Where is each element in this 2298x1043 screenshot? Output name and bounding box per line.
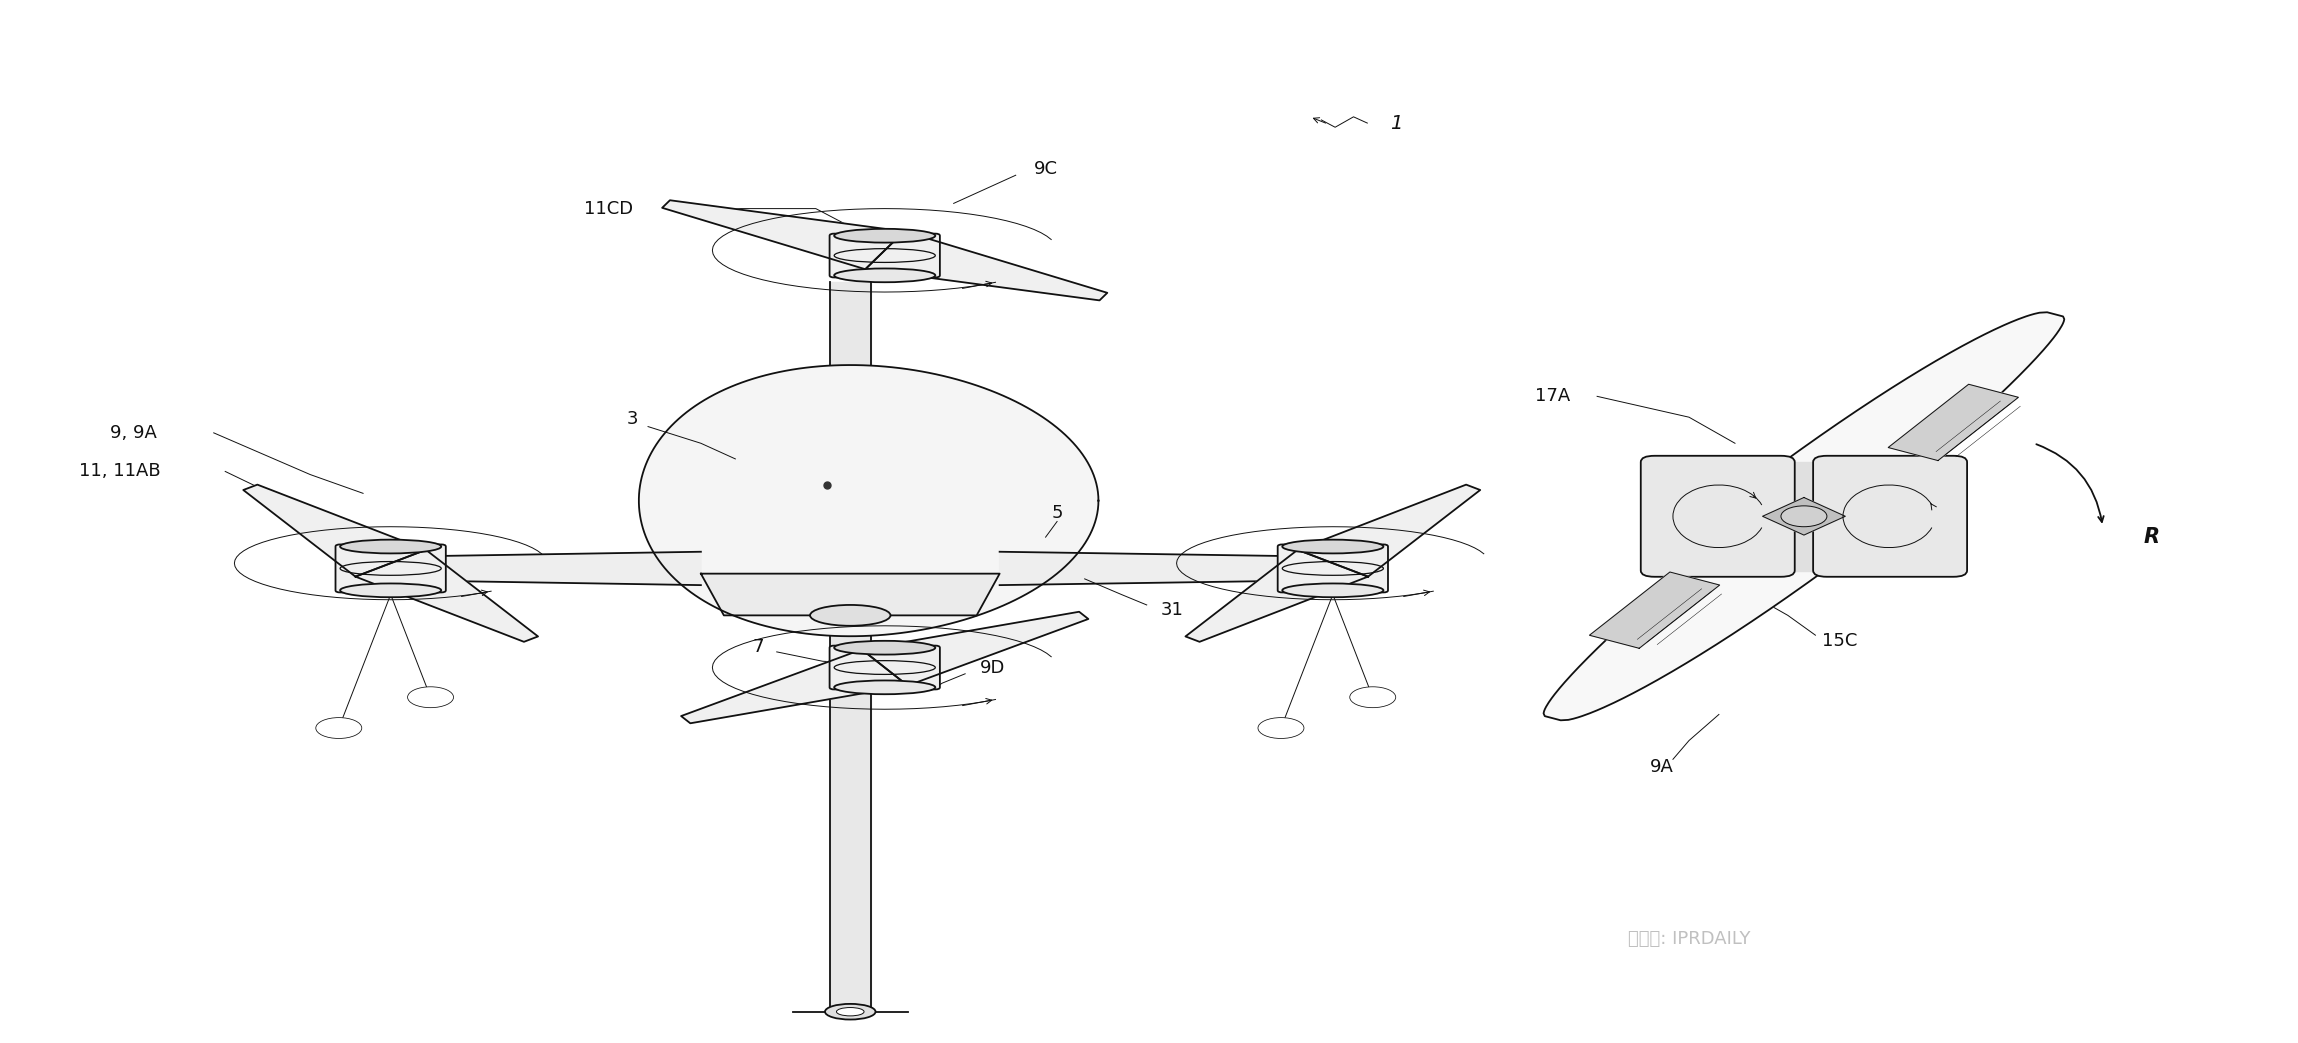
Text: R: R	[2144, 527, 2160, 548]
Polygon shape	[1763, 498, 1845, 535]
FancyBboxPatch shape	[1278, 544, 1388, 592]
Polygon shape	[244, 485, 425, 577]
Polygon shape	[1186, 550, 1367, 641]
Ellipse shape	[834, 268, 935, 283]
Polygon shape	[701, 574, 1000, 615]
Circle shape	[1349, 686, 1395, 707]
Polygon shape	[1544, 526, 1848, 721]
Bar	[1287, 560, 1314, 577]
FancyBboxPatch shape	[1813, 456, 1967, 577]
Ellipse shape	[834, 640, 935, 655]
Text: 17A: 17A	[1535, 387, 1570, 406]
Polygon shape	[356, 550, 538, 641]
Circle shape	[1257, 718, 1303, 738]
Polygon shape	[391, 552, 701, 585]
Polygon shape	[1889, 384, 2018, 461]
Polygon shape	[1000, 552, 1333, 585]
Polygon shape	[862, 612, 1089, 685]
Ellipse shape	[1282, 583, 1383, 598]
Text: 3: 3	[625, 410, 639, 429]
FancyBboxPatch shape	[336, 544, 446, 592]
Polygon shape	[1760, 312, 2064, 507]
Ellipse shape	[340, 583, 441, 598]
Text: 15C: 15C	[1822, 632, 1857, 651]
Circle shape	[315, 718, 361, 738]
Text: 9A: 9A	[1650, 757, 1673, 776]
FancyBboxPatch shape	[830, 646, 940, 689]
Text: 11, 11AB: 11, 11AB	[78, 462, 161, 481]
Ellipse shape	[340, 539, 441, 554]
Text: 9C: 9C	[1034, 160, 1057, 178]
Circle shape	[407, 686, 453, 707]
FancyBboxPatch shape	[830, 234, 940, 277]
Ellipse shape	[836, 1008, 864, 1016]
Text: 微信号: IPRDAILY: 微信号: IPRDAILY	[1627, 929, 1751, 948]
Polygon shape	[662, 200, 903, 269]
Text: 7: 7	[751, 637, 765, 656]
Ellipse shape	[834, 680, 935, 695]
Polygon shape	[639, 365, 1098, 636]
Ellipse shape	[834, 228, 935, 243]
Polygon shape	[1590, 572, 1719, 649]
Text: 5: 5	[1050, 504, 1064, 523]
Text: 11CD: 11CD	[584, 199, 634, 218]
Polygon shape	[1298, 485, 1480, 577]
Polygon shape	[1781, 462, 1827, 571]
Polygon shape	[830, 282, 871, 365]
Ellipse shape	[825, 1003, 876, 1020]
Polygon shape	[830, 636, 871, 1012]
Text: 9B: 9B	[1287, 572, 1310, 590]
Polygon shape	[866, 232, 1108, 300]
Text: 1: 1	[1390, 114, 1402, 132]
Ellipse shape	[809, 605, 889, 626]
Text: 9, 9A: 9, 9A	[110, 423, 156, 442]
Text: 9D: 9D	[979, 658, 1007, 677]
Circle shape	[1781, 506, 1827, 527]
Ellipse shape	[1282, 539, 1383, 554]
Polygon shape	[680, 650, 908, 723]
FancyBboxPatch shape	[1641, 456, 1795, 577]
Text: 31: 31	[1160, 601, 1183, 620]
